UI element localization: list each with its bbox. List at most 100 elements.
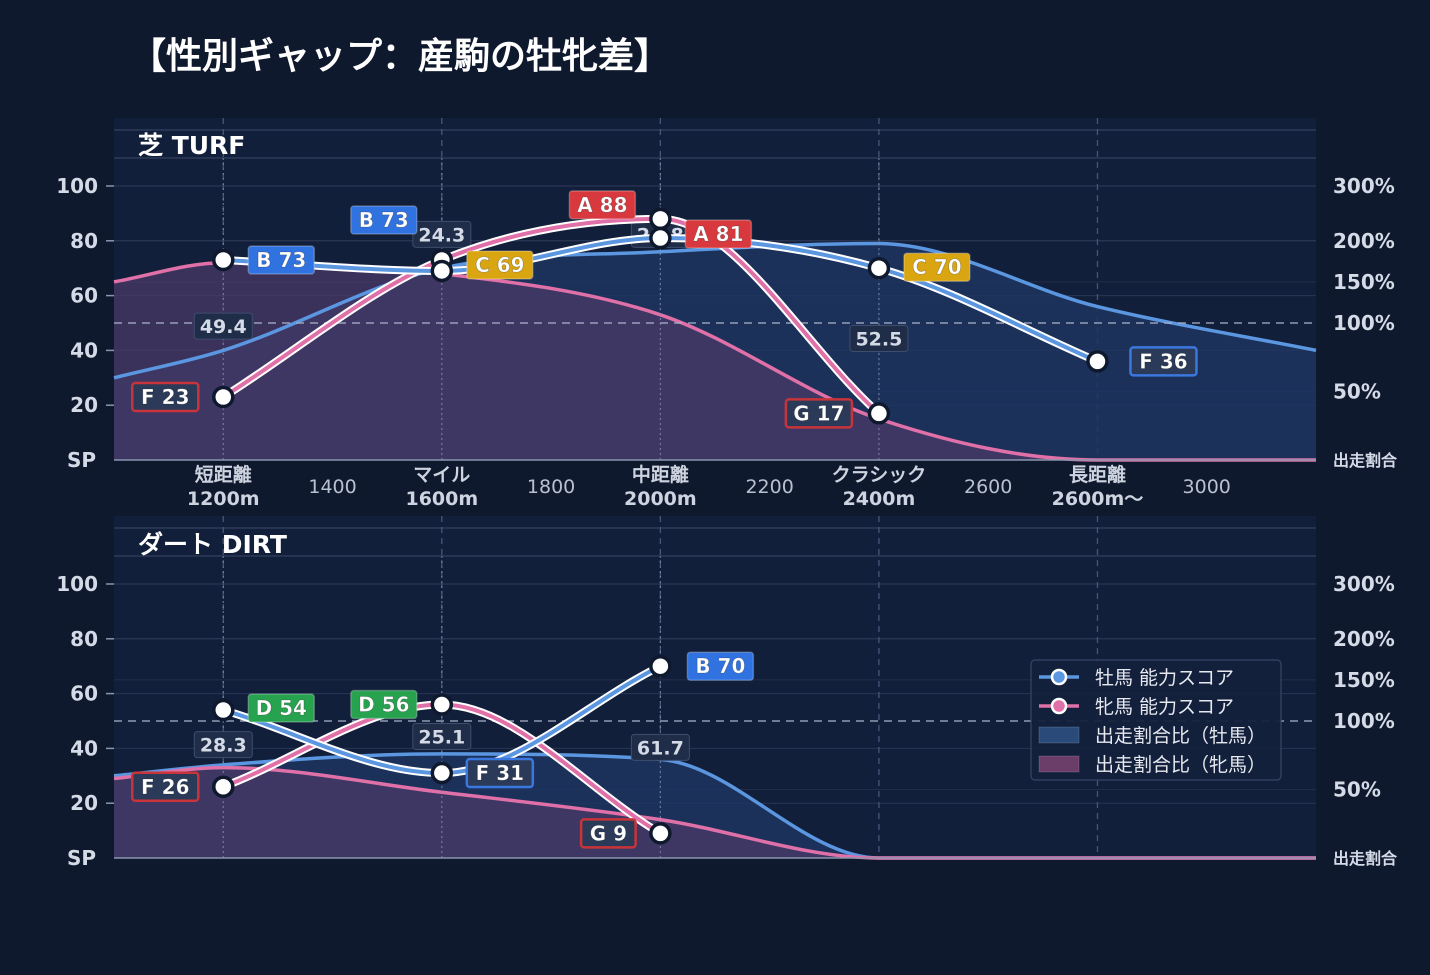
female-score-label: F 26 bbox=[131, 771, 200, 803]
male-score-label-text: B 70 bbox=[695, 654, 745, 678]
female-score-point bbox=[212, 385, 235, 409]
legend-label: 出走割合比（牝馬） bbox=[1095, 754, 1266, 776]
y-tick-label: 80 bbox=[70, 229, 98, 253]
ratio-value-text: 61.7 bbox=[637, 737, 684, 759]
ratio-value-box bbox=[412, 722, 472, 750]
legend-label: 牝馬 能力スコア bbox=[1095, 696, 1234, 718]
y-tick-label: 20 bbox=[70, 393, 98, 417]
male-score-label: C 69 bbox=[466, 250, 534, 280]
right-tick-label: 300% bbox=[1333, 572, 1395, 596]
male-score-point bbox=[649, 226, 672, 250]
right-tick-label: 150% bbox=[1333, 270, 1395, 294]
ratio-value-box bbox=[193, 312, 253, 340]
male-score-point bbox=[1086, 350, 1109, 373]
right-tick-label: 100% bbox=[1333, 709, 1395, 733]
female-score-label-box bbox=[350, 205, 418, 235]
male-score-label: B 70 bbox=[686, 651, 755, 681]
panel-turf: 芝 TURF 100 80 60 40 20 SP 300% 200% 150% 100% 50% 出走… bbox=[56, 118, 1398, 510]
legend-fill-swatch bbox=[1038, 726, 1080, 744]
ratio-value-text: 49.4 bbox=[200, 316, 247, 338]
right-tick-label: 150% bbox=[1333, 668, 1395, 692]
female-score-label-box bbox=[131, 381, 200, 413]
x-major-sublabel: 1200m bbox=[187, 488, 260, 510]
male-score-point bbox=[867, 256, 891, 280]
male-score-point bbox=[649, 654, 672, 678]
female-score-point bbox=[649, 207, 672, 231]
x-major-label: マイル bbox=[413, 464, 470, 486]
x-minor-label: 2200 bbox=[745, 476, 793, 498]
panel-title: 芝 TURF bbox=[138, 131, 245, 160]
legend-label: 牡馬 能力スコア bbox=[1095, 667, 1234, 689]
male-score-label-box bbox=[686, 651, 755, 681]
right-zero-label: 出走割合 bbox=[1333, 451, 1398, 470]
ratio-value-text: 25.1 bbox=[418, 726, 465, 748]
panel-title: ダート DIRT bbox=[138, 530, 287, 559]
female-score-label-text: G 9 bbox=[590, 821, 627, 845]
right-zero-label: 出走割合 bbox=[1333, 849, 1398, 868]
male-score-point bbox=[212, 248, 235, 272]
female-score-label-box bbox=[131, 771, 200, 803]
male-score-label-text: B 73 bbox=[256, 248, 306, 272]
female-score-label-text: F 26 bbox=[141, 775, 189, 799]
y-tick-label: 20 bbox=[70, 791, 98, 815]
male-ratio-line bbox=[113, 241, 1317, 380]
y-tick-label: 60 bbox=[70, 682, 98, 706]
chart-title: 【性別ギャップ：産駒の牡牝差】 bbox=[130, 36, 670, 77]
male-score-label: B 73 bbox=[247, 245, 316, 275]
male-score-label-text: A 81 bbox=[693, 222, 743, 246]
right-tick-label: 50% bbox=[1333, 380, 1381, 404]
female-score-label-box bbox=[579, 818, 637, 849]
x-major-sublabel: 2400m bbox=[843, 488, 916, 510]
ratio-value-label: 52.5 bbox=[849, 324, 909, 352]
female-score-label-text: G 17 bbox=[793, 401, 844, 425]
legend-marker-swatch bbox=[1050, 697, 1068, 715]
ratio-value-label: 24.3 bbox=[412, 220, 472, 248]
male-score-label: D 54 bbox=[247, 693, 316, 723]
x-major-sublabel: 2000m bbox=[624, 488, 697, 510]
x-major-sublabel: 1600m bbox=[405, 488, 478, 510]
male-score-label-box bbox=[465, 757, 535, 789]
legend-box bbox=[1030, 659, 1282, 781]
male-score-label-box bbox=[1129, 346, 1198, 377]
x-minor-label: 1400 bbox=[308, 476, 356, 498]
female-score-label: F 23 bbox=[131, 381, 200, 413]
female-score-point bbox=[212, 775, 235, 799]
male-score-label: F 31 bbox=[465, 757, 535, 789]
male-score-label-box bbox=[684, 219, 753, 249]
x-major-sublabel: 2600m〜 bbox=[1052, 488, 1144, 510]
female-score-label: B 73 bbox=[350, 205, 418, 235]
female-score-point bbox=[649, 822, 672, 845]
legend-fill-swatch bbox=[1038, 755, 1080, 773]
female-score-label: D 56 bbox=[350, 689, 418, 720]
right-tick-label: 200% bbox=[1333, 627, 1395, 651]
x-major-label: 短距離 bbox=[195, 463, 252, 486]
x-major-label: 長距離 bbox=[1069, 463, 1126, 486]
x-minor-label: 3000 bbox=[1183, 476, 1231, 498]
male-score-label-text: C 69 bbox=[475, 253, 524, 277]
male-score-label-box bbox=[903, 252, 971, 282]
y-tick-label: 100 bbox=[56, 572, 98, 596]
y-tick-label: 100 bbox=[56, 174, 98, 198]
ratio-value-box bbox=[849, 324, 909, 352]
male-score-label-text: F 36 bbox=[1139, 349, 1187, 373]
male-score-point bbox=[212, 698, 235, 722]
ratio-value-text: 24.3 bbox=[418, 224, 465, 246]
female-score-label-text: B 73 bbox=[359, 208, 409, 232]
ratio-value-box bbox=[412, 220, 472, 248]
female-score-line bbox=[221, 216, 881, 416]
right-tick-label: 50% bbox=[1333, 778, 1381, 802]
right-tick-label: 300% bbox=[1333, 174, 1395, 198]
female-score-label-box bbox=[568, 190, 637, 220]
female-ratio-area bbox=[114, 262, 1316, 460]
x-major-label: 中距離 bbox=[632, 463, 689, 486]
male-score-label: A 81 bbox=[684, 219, 753, 249]
x-major-label: クラシック bbox=[832, 464, 927, 486]
male-score-point bbox=[430, 259, 454, 283]
male-score-point bbox=[430, 761, 454, 785]
y-tick-label: 80 bbox=[70, 627, 98, 651]
female-score-label-text: F 23 bbox=[141, 385, 189, 409]
female-score-label-text: D 56 bbox=[358, 693, 409, 717]
ratio-value-box bbox=[630, 733, 690, 761]
female-score-point bbox=[867, 402, 891, 425]
